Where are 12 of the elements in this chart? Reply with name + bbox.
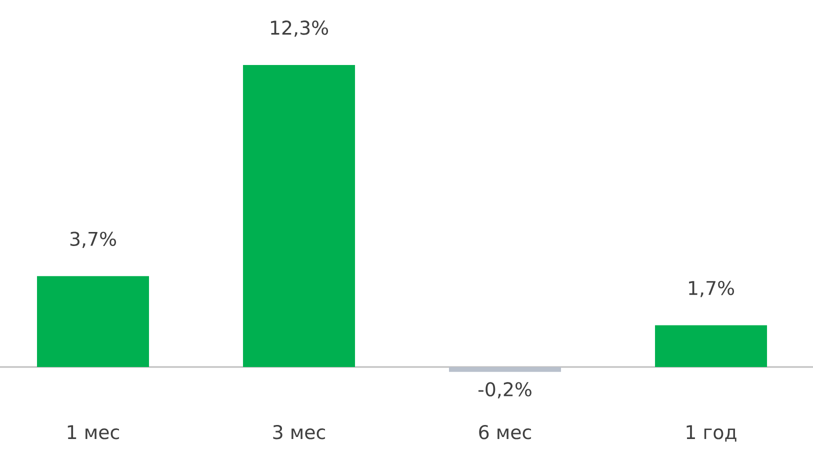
x-tick-label: 1 год xyxy=(686,425,736,442)
data-label: 1,7% xyxy=(689,280,734,298)
bar xyxy=(243,64,356,367)
data-label: 3,7% xyxy=(70,232,116,248)
bar xyxy=(37,276,149,367)
bar xyxy=(449,367,562,372)
x-tick-label: 1 мес xyxy=(68,425,119,440)
data-label: -0,2% xyxy=(478,382,532,398)
x-tick-label: 3 мес xyxy=(273,424,325,440)
x-tick-label: 6 мес xyxy=(479,424,531,440)
bar xyxy=(655,325,768,367)
data-label: 12,3% xyxy=(271,20,328,37)
